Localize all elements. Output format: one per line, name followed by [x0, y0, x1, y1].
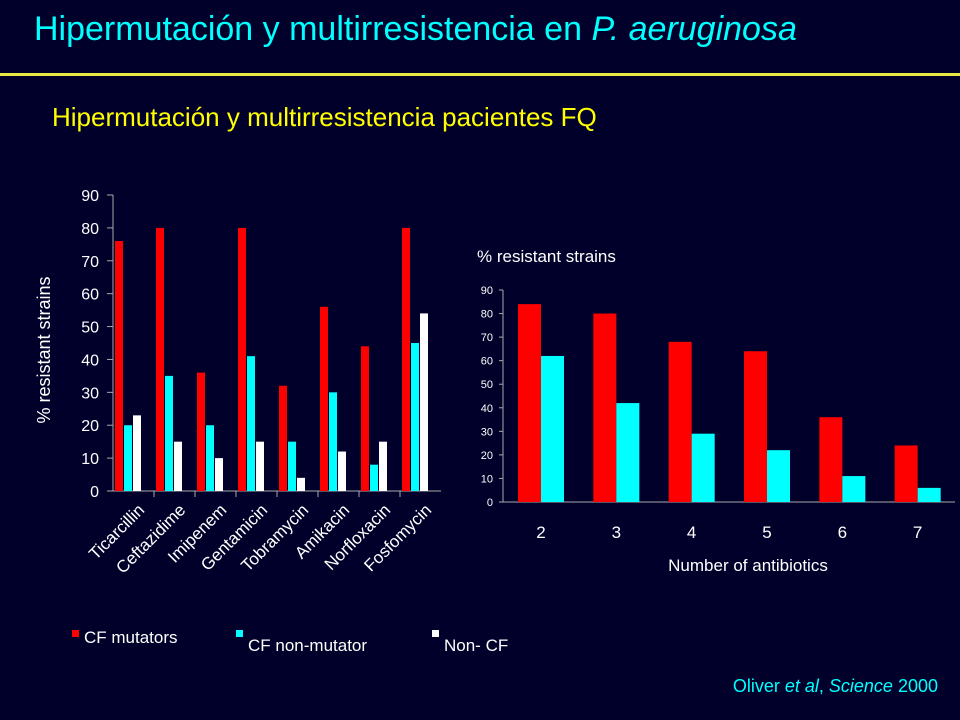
chart-title: % resistant strains [477, 247, 616, 266]
x-axis-title: Number of antibiotics [668, 556, 828, 575]
slide-title: Hipermutación y multirresistencia en P. … [34, 10, 797, 49]
legend-label: Non- CF [444, 636, 508, 655]
bar-cf-mutators [668, 341, 692, 502]
y-tick-label: 40 [81, 352, 99, 369]
bar-cf-mutators [894, 445, 918, 502]
bar-cf-non-mutator [247, 356, 255, 491]
y-tick-label: 70 [81, 254, 99, 271]
bar-cf-non-mutator [370, 464, 378, 491]
y-tick-label: 0 [90, 484, 99, 501]
y-tick-label: 50 [481, 379, 493, 391]
bar-cf-non-mutator [616, 403, 640, 502]
slide-subtitle: Hipermutación y multirresistencia pacien… [52, 102, 597, 132]
bar-non-cf [215, 458, 223, 491]
bar-cf-non-mutator [288, 441, 296, 491]
y-tick-label: 40 [481, 403, 493, 415]
slide-title-bar: Hipermutación y multirresistencia en P. … [0, 0, 960, 76]
bar-cf-non-mutator [165, 375, 173, 491]
citation-year: 2000 [892, 676, 938, 696]
citation-author: Oliver [732, 676, 785, 696]
bar-cf-non-mutator [917, 487, 941, 502]
legend-label: CF mutators [84, 628, 178, 647]
bar-cf-mutators [518, 304, 541, 502]
y-axis-title: % resistant strains [34, 276, 54, 423]
y-tick-label: 30 [481, 426, 493, 438]
bar-cf-mutators [279, 385, 287, 491]
bar-non-cf [297, 477, 305, 491]
bar-cf-non-mutator [124, 425, 132, 491]
y-tick-label: 30 [81, 385, 99, 402]
bar-non-cf [174, 441, 182, 491]
bar-cf-mutators [320, 306, 328, 491]
citation: Oliver et al, Science 2000 [733, 676, 938, 697]
bar-cf-non-mutator [411, 343, 419, 491]
legend-label: CF non-mutator [248, 636, 367, 655]
bar-cf-mutators [361, 346, 369, 491]
bar-cf-non-mutator [842, 476, 866, 502]
citation-sep: , [818, 676, 829, 696]
y-tick-label: 50 [81, 320, 99, 337]
bar-cf-mutators [402, 227, 410, 491]
x-tick-label: 7 [913, 523, 922, 542]
bar-non-cf [133, 415, 141, 491]
slide-title-italic: P. aeruginosa [591, 10, 797, 48]
x-tick-label: 5 [762, 523, 771, 542]
legend-swatch [432, 630, 439, 637]
bar-non-cf [338, 451, 346, 491]
y-tick-label: 70 [481, 332, 493, 344]
x-tick-label: 6 [838, 523, 847, 542]
bar-cf-mutators [197, 372, 205, 491]
y-tick-label: 60 [481, 356, 493, 368]
bar-cf-mutators [819, 417, 843, 502]
bar-cf-mutators [593, 313, 617, 502]
x-tick-label: 4 [687, 523, 696, 542]
slide-title-main: Hipermutación y multirresistencia en [34, 10, 592, 48]
bar-cf-non-mutator [691, 433, 715, 502]
y-tick-label: 60 [81, 287, 99, 304]
bar-cf-mutators [744, 351, 767, 502]
bar-non-cf [256, 441, 264, 491]
x-tick-label: 3 [612, 523, 621, 542]
x-tick-label: 2 [536, 523, 545, 542]
legend-swatch [236, 630, 243, 637]
citation-et-al: et al [784, 676, 819, 696]
y-tick-label: 20 [481, 450, 493, 462]
citation-journal: Science [828, 676, 893, 696]
y-tick-label: 90 [481, 285, 493, 297]
bar-non-cf [379, 441, 387, 491]
bar-cf-non-mutator [329, 392, 337, 491]
bar-cf-mutators [115, 241, 123, 491]
bar-cf-mutators [238, 227, 246, 491]
y-tick-label: 90 [81, 188, 99, 205]
y-tick-label: 10 [481, 473, 493, 485]
y-tick-label: 80 [81, 221, 99, 238]
bar-cf-non-mutator [767, 450, 790, 502]
title-divider [0, 73, 960, 76]
bar-non-cf [420, 313, 428, 491]
legend-swatch [72, 630, 79, 637]
y-tick-label: 10 [81, 451, 99, 468]
bar-cf-non-mutator [206, 425, 214, 491]
bar-cf-mutators [156, 227, 164, 491]
y-tick-label: 80 [481, 309, 493, 321]
y-tick-label: 0 [487, 497, 493, 509]
y-tick-label: 20 [81, 418, 99, 435]
bar-cf-non-mutator [541, 355, 564, 502]
